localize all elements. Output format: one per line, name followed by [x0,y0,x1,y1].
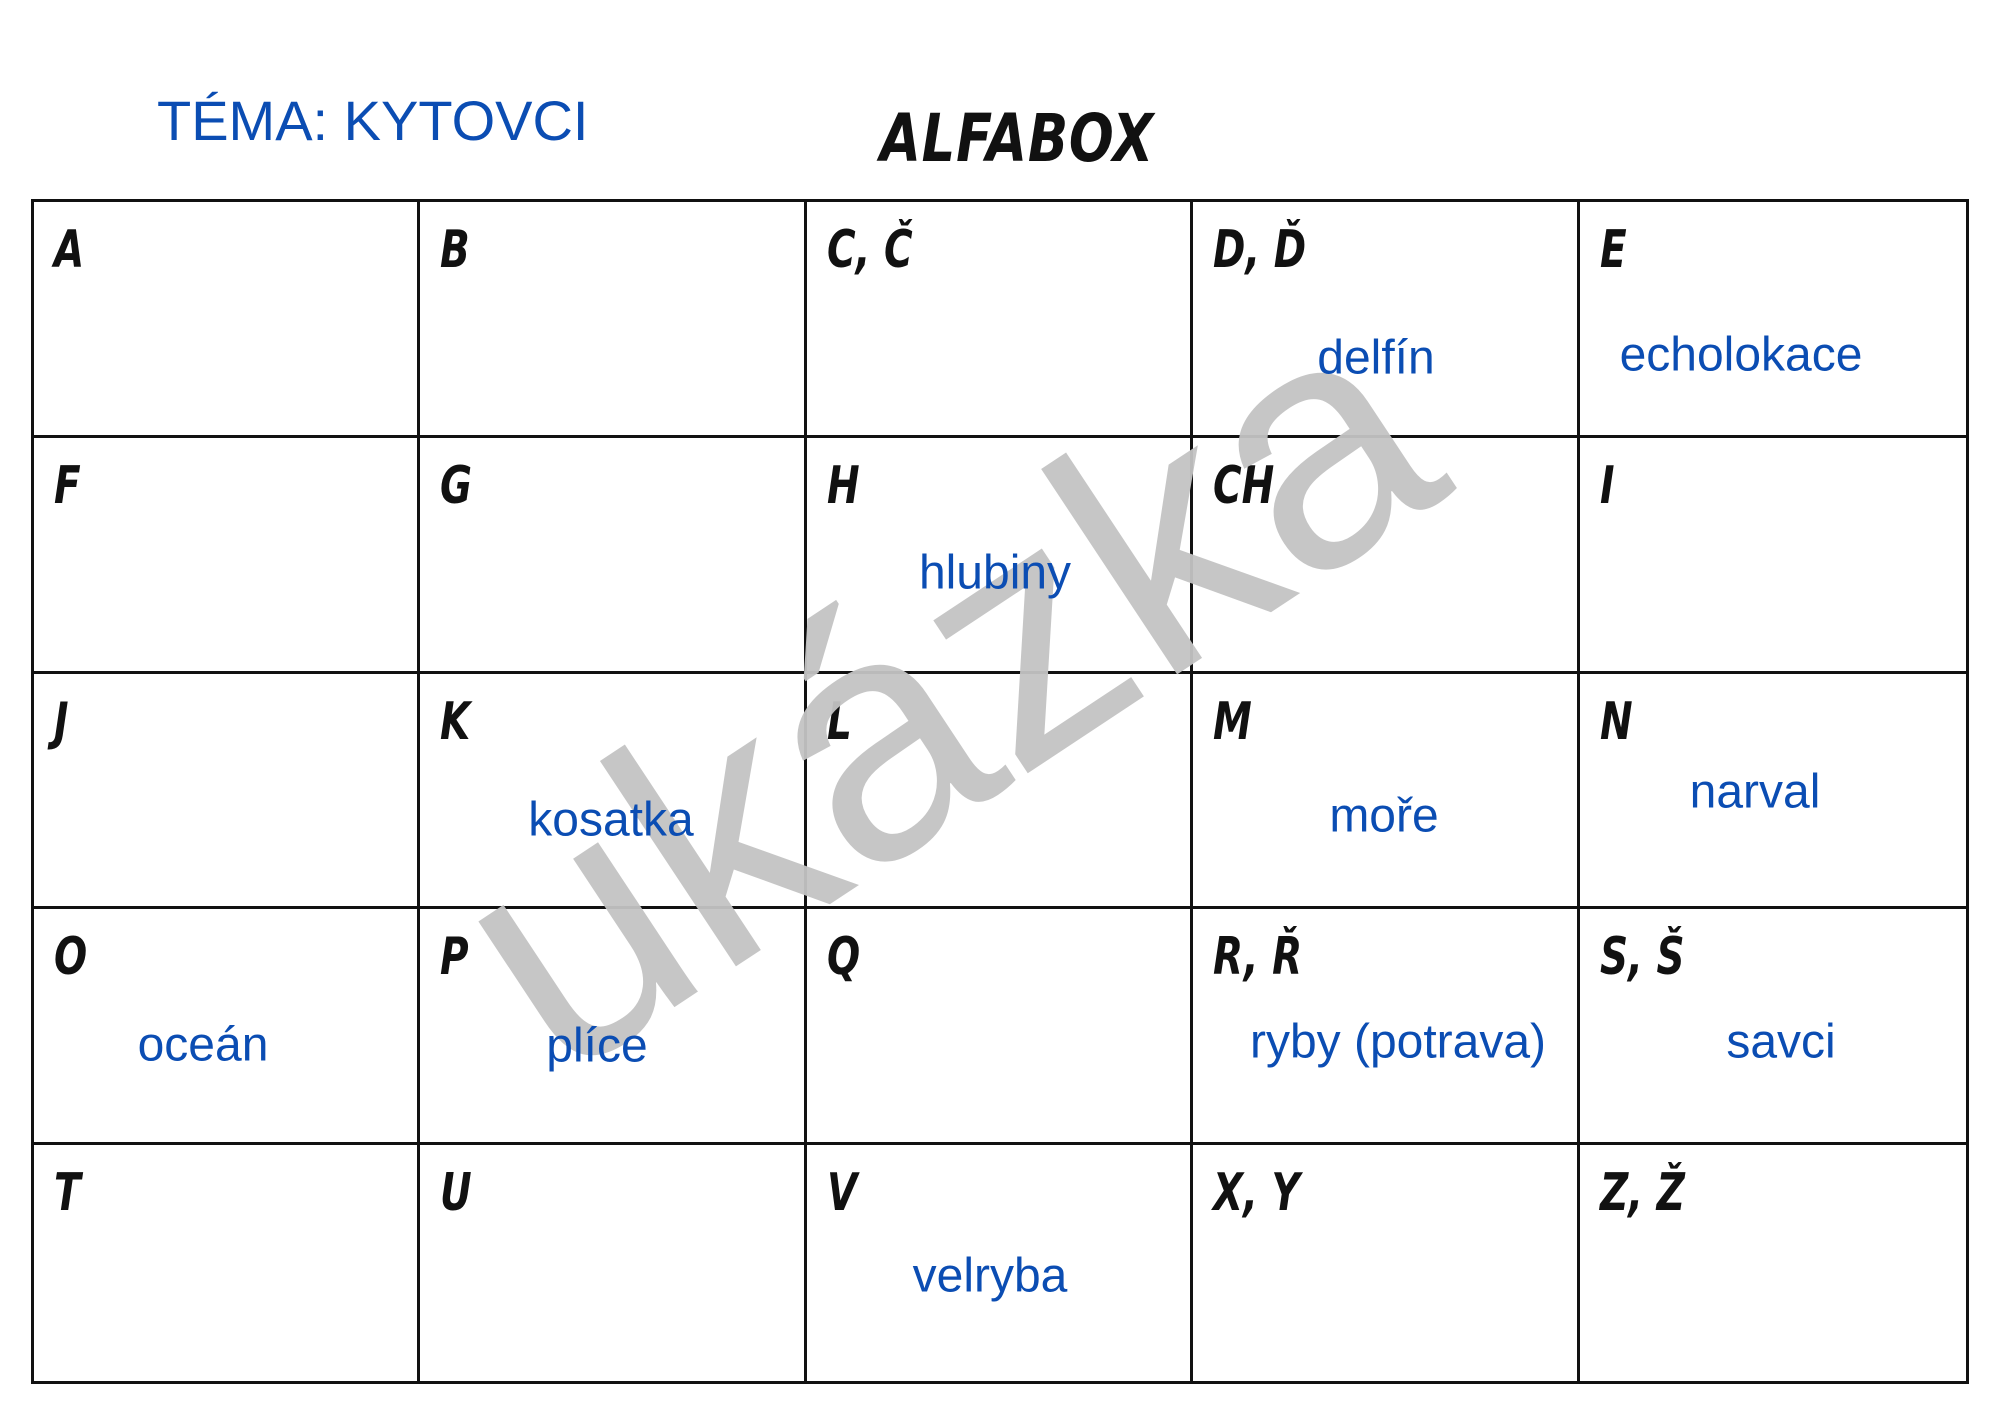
grid-cell: N [1579,674,1966,910]
grid-cell: I [1579,438,1966,674]
alphabet-grid: A B C, Č D, Ď E F G H CH I J K L M N O P Q R, Ř S, Š T U V X, Y… [31,199,1969,1384]
grid-cell: J [34,673,421,910]
theme-heading: TÉMA: KYTOVCI [157,89,589,152]
cell-letter: T [54,1163,81,1224]
grid-cell: Z, Ž [1580,1145,1966,1381]
cell-letter: Q [826,927,860,988]
cell-word: ryby (potrava) [1249,1015,1547,1069]
grid-cell: A [34,202,421,438]
cell-letter: L [826,691,852,752]
cell-word: moře [1329,789,1439,843]
cell-word: velryba [912,1249,1068,1303]
cell-word: delfín [1317,331,1435,385]
cell-letter: B [440,220,471,280]
grid-cell: O [34,909,421,1146]
cell-letter: O [54,927,88,988]
grid-cell: F [34,437,421,674]
grid-cell: K [420,673,807,910]
grid-cell: V [807,1145,1194,1381]
cell-letter: Z, Ž [1599,1163,1685,1224]
grid-cell: R, Ř [1193,909,1580,1146]
cell-letter: M [1213,691,1252,752]
cell-letter: CH [1213,455,1275,516]
cell-word: kosatka [528,793,694,847]
grid-cell: E [1579,202,1966,438]
cell-letter: G [440,455,473,516]
cell-letter: R, Ř [1213,927,1303,988]
page-title: ALFABOX [880,100,1155,177]
cell-letter: N [1599,691,1633,752]
grid-cell: U [420,1145,807,1381]
grid-cell: P [420,909,807,1146]
cell-letter: D, Ď [1213,220,1307,280]
grid-cell: L [806,673,1194,910]
grid-cell: M [1193,673,1580,910]
cell-letter: V [826,1163,857,1224]
cell-letter: A [54,220,85,280]
cell-letter: J [54,691,69,752]
grid-cell: B [420,202,807,438]
grid-cell: H [806,437,1194,674]
grid-cell: Q [806,909,1194,1146]
cell-letter: P [440,927,469,988]
cell-word: savci [1726,1015,1836,1069]
cell-word: echolokace [1619,328,1863,382]
cell-word: oceán [137,1018,269,1072]
cell-letter: F [54,455,81,516]
grid-cell: G [420,437,807,674]
grid-cell: T [34,1145,421,1381]
grid-cell: X, Y [1193,1145,1580,1381]
cell-letter: S, Š [1599,927,1685,988]
grid-cell: CH [1193,437,1580,674]
grid-cell: C, Č [806,202,1194,438]
cell-letter: I [1599,455,1615,516]
cell-letter: H [826,455,860,516]
cell-word: hlubiny [918,546,1072,600]
cell-letter: E [1599,220,1627,280]
cell-letter: C, Č [826,220,913,280]
cell-letter: X, Y [1213,1163,1300,1224]
grid-cell: D, Ď [1193,202,1580,438]
cell-word: narval [1689,765,1821,819]
cell-letter: U [440,1163,473,1224]
cell-word: plíce [546,1019,648,1073]
cell-letter: K [440,691,471,752]
grid-cell: S, Š [1579,909,1966,1146]
